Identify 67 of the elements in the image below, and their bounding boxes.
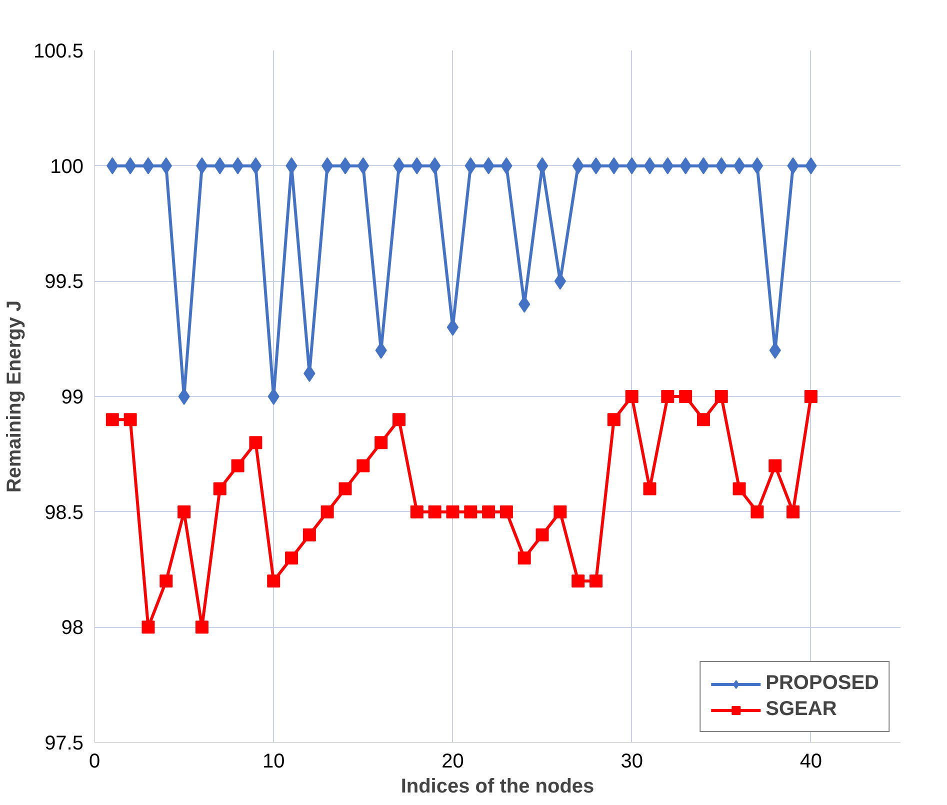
point xyxy=(732,482,746,496)
y-tick-label: 98 xyxy=(61,617,84,640)
point xyxy=(267,574,280,588)
point xyxy=(518,551,531,564)
point xyxy=(750,505,764,518)
point xyxy=(714,390,728,403)
point xyxy=(213,482,226,496)
point xyxy=(572,574,585,588)
y-tick-label: 100 xyxy=(50,156,84,178)
point xyxy=(356,459,370,472)
point xyxy=(320,505,334,518)
point xyxy=(142,157,154,174)
point xyxy=(679,390,692,403)
point xyxy=(410,505,424,518)
x-tick-label: 40 xyxy=(800,750,822,772)
point xyxy=(733,157,746,174)
point xyxy=(804,390,818,403)
point xyxy=(339,157,352,174)
point xyxy=(160,574,173,588)
point xyxy=(249,436,262,450)
y-tick-label: 97.5 xyxy=(44,732,84,754)
point xyxy=(124,413,137,426)
point xyxy=(751,157,764,174)
point xyxy=(392,413,406,426)
point xyxy=(232,157,244,174)
point xyxy=(428,505,442,518)
point xyxy=(195,620,208,634)
legend-label: SGEAR xyxy=(766,698,837,721)
point xyxy=(178,388,190,405)
x-tick-label: 30 xyxy=(620,750,643,772)
legend-label: PROPOSED xyxy=(766,672,879,695)
point xyxy=(554,505,567,518)
point xyxy=(625,390,638,403)
point xyxy=(250,157,262,174)
x-tick-label: 0 xyxy=(88,750,100,772)
point xyxy=(643,482,656,496)
x-tick-label: 10 xyxy=(262,750,285,772)
point xyxy=(644,157,656,174)
point xyxy=(428,157,441,174)
point xyxy=(500,505,513,518)
point xyxy=(124,157,136,174)
point xyxy=(590,574,603,588)
point xyxy=(464,505,478,518)
point xyxy=(446,505,460,518)
y-tick-label: 99.5 xyxy=(44,271,84,294)
point xyxy=(178,505,191,518)
point xyxy=(661,390,674,403)
point xyxy=(302,528,316,542)
point xyxy=(786,505,800,518)
point xyxy=(482,505,496,518)
point xyxy=(285,551,298,564)
y-tick-label: 100.5 xyxy=(33,40,84,62)
point xyxy=(268,388,280,405)
point xyxy=(374,436,388,450)
point xyxy=(768,459,782,472)
point xyxy=(142,620,155,634)
point xyxy=(231,459,244,472)
x-tick-label: 20 xyxy=(442,750,464,772)
point xyxy=(536,528,549,542)
point xyxy=(607,413,620,426)
point xyxy=(696,413,710,426)
y-tick-label: 99 xyxy=(61,386,84,408)
y-axis-title: Remaining Energy J xyxy=(3,300,26,493)
y-tick-label: 98.5 xyxy=(44,502,84,524)
x-axis-title: Indices of the nodes xyxy=(400,776,594,798)
point xyxy=(106,413,119,426)
point xyxy=(338,482,352,496)
